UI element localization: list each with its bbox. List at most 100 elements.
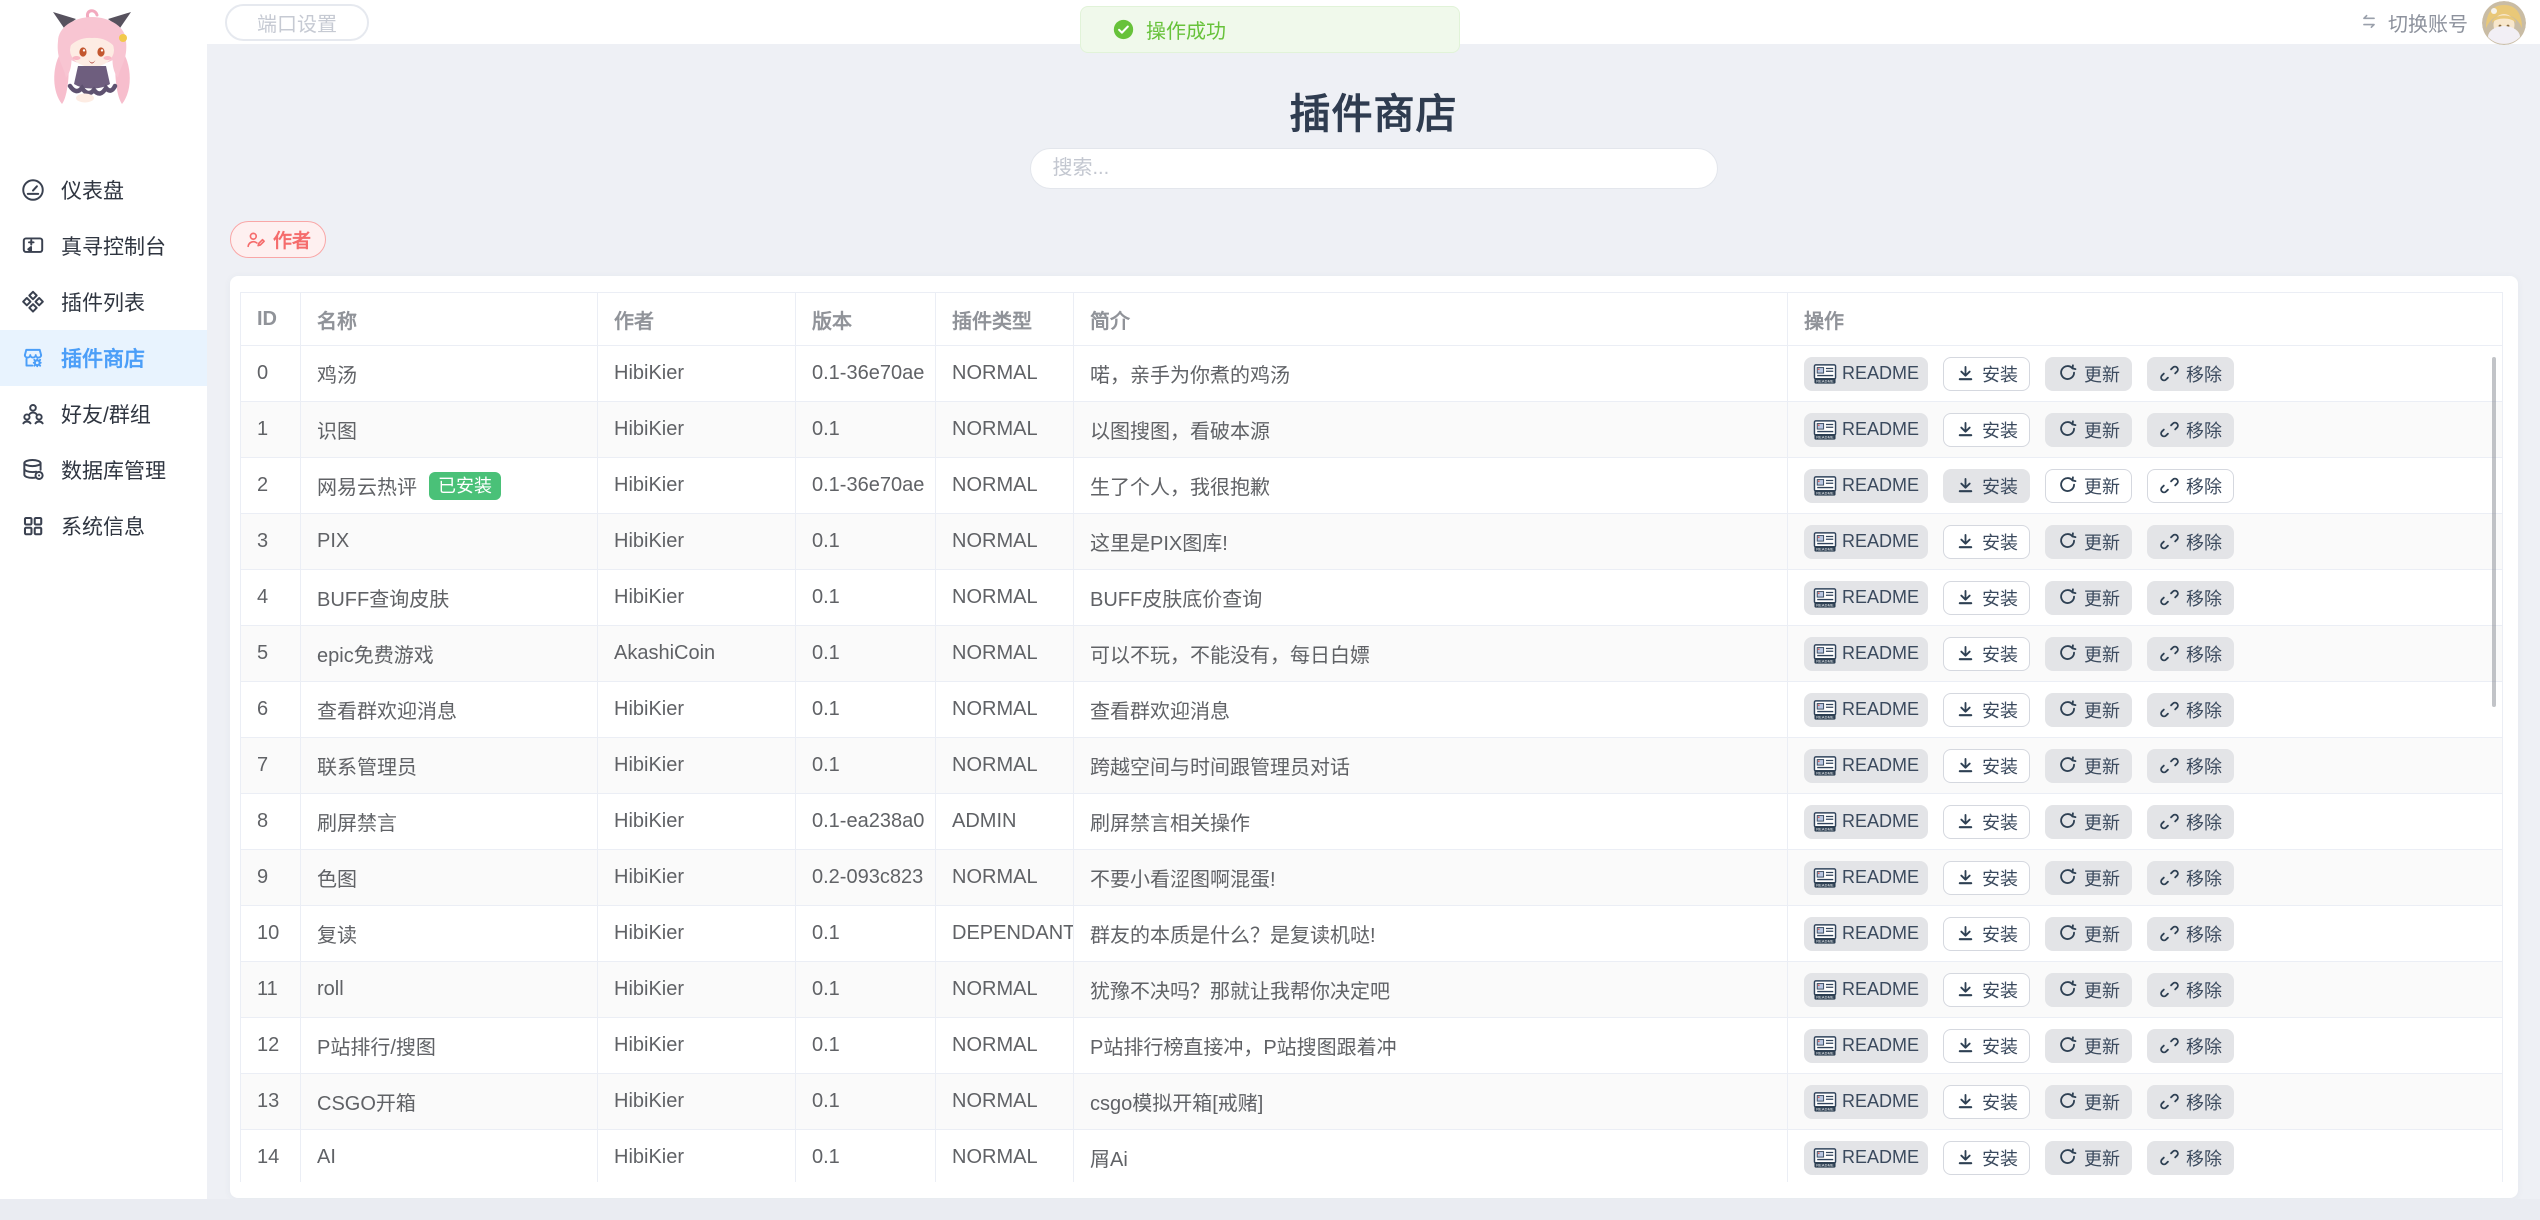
update-button[interactable]: 更新: [2045, 1028, 2133, 1063]
cell-id: 9: [240, 849, 301, 906]
update-button[interactable]: 更新: [2045, 804, 2133, 839]
sidebar-item-plugins[interactable]: 插件列表: [0, 274, 207, 330]
remove-button[interactable]: 移除: [2147, 972, 2235, 1007]
sidebar-item-database[interactable]: 数据库管理: [0, 442, 207, 498]
readme-button[interactable]: README: [1804, 468, 1929, 503]
port-settings-button[interactable]: 端口设置: [225, 4, 369, 41]
readme-button[interactable]: README: [1804, 580, 1929, 615]
remove-button[interactable]: 移除: [2147, 636, 2235, 671]
sidebar-item-label: 系统信息: [61, 516, 145, 539]
remove-button[interactable]: 移除: [2147, 468, 2235, 503]
readme-button[interactable]: README: [1804, 1028, 1929, 1063]
install-button[interactable]: 安装: [1943, 972, 2031, 1007]
update-button[interactable]: 更新: [2045, 860, 2133, 895]
sidebar-item-system[interactable]: 系统信息: [0, 498, 207, 554]
user-avatar[interactable]: [2482, 1, 2526, 45]
readme-button[interactable]: README: [1804, 1084, 1929, 1119]
install-button[interactable]: 安装: [1943, 1028, 2031, 1063]
remove-button[interactable]: 移除: [2147, 860, 2235, 895]
update-button[interactable]: 更新: [2045, 1140, 2133, 1175]
cell-name: AI: [317, 1146, 336, 1168]
remove-button[interactable]: 移除: [2147, 412, 2235, 447]
readme-button[interactable]: README: [1804, 916, 1929, 951]
cell-desc: 群友的本质是什么？是复读机哒!: [1073, 905, 1788, 962]
cell-name: 联系管理员: [317, 757, 417, 779]
col-name: 名称: [300, 292, 598, 346]
install-button[interactable]: 安装: [1943, 1084, 2031, 1119]
install-button[interactable]: 安装: [1943, 468, 2031, 503]
update-button[interactable]: 更新: [2045, 412, 2133, 447]
remove-button[interactable]: 移除: [2147, 692, 2235, 727]
cell-name: 识图: [317, 421, 357, 443]
row-actions: README 安装 更新 移除: [1804, 412, 2492, 447]
remove-button[interactable]: 移除: [2147, 1140, 2235, 1175]
readme-button[interactable]: README: [1804, 860, 1929, 895]
install-button[interactable]: 安装: [1943, 916, 2031, 951]
remove-button[interactable]: 移除: [2147, 916, 2235, 951]
table-row: 3 PIX HibiKier 0.1 NORMAL 这里是PIX图库! READ…: [240, 513, 2503, 570]
update-button[interactable]: 更新: [2045, 916, 2133, 951]
update-button[interactable]: 更新: [2045, 748, 2133, 783]
readme-button[interactable]: README: [1804, 636, 1929, 671]
install-button[interactable]: 安装: [1943, 804, 2031, 839]
cell-desc: 这里是PIX图库!: [1073, 513, 1788, 570]
switch-account[interactable]: 切换账号: [2358, 0, 2468, 44]
search-input[interactable]: [1029, 148, 1718, 189]
readme-button[interactable]: README: [1804, 692, 1929, 727]
install-button[interactable]: 安装: [1943, 636, 2031, 671]
update-button[interactable]: 更新: [2045, 692, 2133, 727]
update-button[interactable]: 更新: [2045, 524, 2133, 559]
cell-version: 0.1-ea238a0: [795, 793, 936, 850]
sidebar-item-store[interactable]: 插件商店: [0, 330, 207, 386]
remove-button[interactable]: 移除: [2147, 524, 2235, 559]
install-button[interactable]: 安装: [1943, 860, 2031, 895]
cell-id: 12: [240, 1017, 301, 1074]
plugins-icon: [20, 289, 46, 315]
cell-name: epic免费游戏: [317, 645, 434, 667]
cell-desc: csgo模拟开箱[戒赌]: [1073, 1073, 1788, 1130]
readme-button[interactable]: README: [1804, 1140, 1929, 1175]
cell-type: ADMIN: [935, 793, 1074, 850]
update-button[interactable]: 更新: [2045, 636, 2133, 671]
remove-button[interactable]: 移除: [2147, 748, 2235, 783]
update-button[interactable]: 更新: [2045, 468, 2133, 503]
cell-type: NORMAL: [935, 1073, 1074, 1130]
update-button[interactable]: 更新: [2045, 356, 2133, 391]
install-button[interactable]: 安装: [1943, 524, 2031, 559]
readme-button[interactable]: README: [1804, 972, 1929, 1007]
sidebar-item-friends[interactable]: 好友/群组: [0, 386, 207, 442]
readme-button[interactable]: README: [1804, 356, 1929, 391]
download-icon: [1955, 699, 1976, 720]
install-button[interactable]: 安装: [1943, 580, 2031, 615]
cell-desc: 喏，亲手为你煮的鸡汤: [1073, 345, 1788, 402]
store-icon: [20, 345, 46, 371]
update-button[interactable]: 更新: [2045, 580, 2133, 615]
update-button[interactable]: 更新: [2045, 972, 2133, 1007]
mascot-logo: [53, 9, 131, 104]
cell-desc: P站排行榜直接冲，P站搜图跟着冲: [1073, 1017, 1788, 1074]
install-button[interactable]: 安装: [1943, 748, 2031, 783]
sidebar-item-gauge[interactable]: 仪表盘: [0, 162, 207, 218]
install-button[interactable]: 安装: [1943, 1140, 2031, 1175]
remove-button[interactable]: 移除: [2147, 1028, 2235, 1063]
update-label: 更新: [2084, 868, 2121, 889]
readme-button[interactable]: README: [1804, 748, 1929, 783]
install-button[interactable]: 安装: [1943, 356, 2031, 391]
install-button[interactable]: 安装: [1943, 692, 2031, 727]
author-filter-button[interactable]: 作者: [230, 221, 327, 258]
update-button[interactable]: 更新: [2045, 1084, 2133, 1119]
sidebar-item-console[interactable]: 真寻控制台: [0, 218, 207, 274]
remove-button[interactable]: 移除: [2147, 1084, 2235, 1119]
remove-button[interactable]: 移除: [2147, 580, 2235, 615]
cell-name: 复读: [317, 925, 357, 947]
remove-button[interactable]: 移除: [2147, 356, 2235, 391]
install-button[interactable]: 安装: [1943, 412, 2031, 447]
readme-button[interactable]: README: [1804, 804, 1929, 839]
cell-author: HibiKier: [597, 457, 796, 514]
cell-type: NORMAL: [935, 961, 1074, 1018]
readme-button[interactable]: README: [1804, 412, 1929, 447]
row-actions: README 安装 更新 移除: [1804, 524, 2492, 559]
table-scrollbar-thumb[interactable]: [2492, 357, 2496, 707]
remove-button[interactable]: 移除: [2147, 804, 2235, 839]
readme-button[interactable]: README: [1804, 524, 1929, 559]
